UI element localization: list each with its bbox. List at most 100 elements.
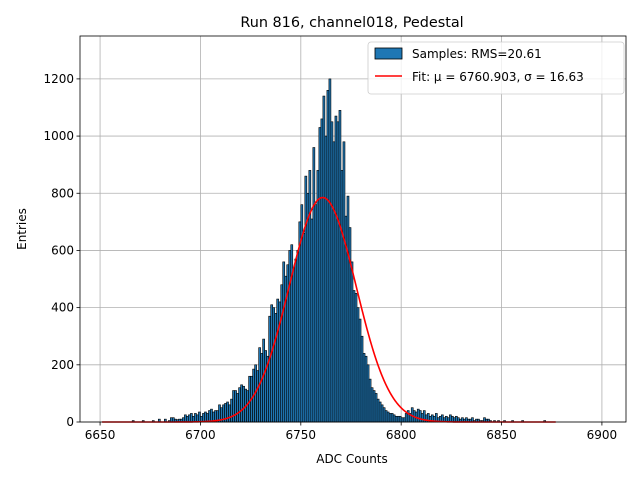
histogram-bar <box>256 370 259 423</box>
histogram-bar <box>360 335 364 423</box>
histogram-bar <box>334 115 338 423</box>
histogram-bar <box>362 353 366 423</box>
histogram-bar <box>306 192 310 423</box>
histogram-bar <box>242 385 245 423</box>
histogram-bar <box>350 261 354 423</box>
histogram-bar <box>188 414 191 423</box>
histogram-bar <box>449 414 452 423</box>
x-tick-label: 6750 <box>286 428 317 442</box>
histogram-bar <box>358 318 362 423</box>
histogram-bar <box>234 390 237 423</box>
histogram-bar <box>202 413 205 423</box>
histogram-bar <box>330 121 334 423</box>
histogram-bar <box>262 338 265 423</box>
histogram-bar <box>264 350 267 423</box>
chart-title: Run 816, channel018, Pedestal <box>240 15 463 31</box>
histogram-bar <box>400 417 404 423</box>
histogram-bar <box>194 413 197 423</box>
y-tick-label: 800 <box>51 186 74 200</box>
histogram-bar <box>364 355 368 423</box>
x-axis-label: ADC Counts <box>316 452 388 466</box>
histogram-bar <box>308 170 312 423</box>
histogram-bar <box>402 417 406 423</box>
legend: Samples: RMS=20.61 Fit: μ = 6760.903, σ … <box>367 41 625 95</box>
histogram-bar <box>392 414 396 423</box>
y-tick-label: 0 <box>66 415 74 429</box>
histogram-bar <box>368 378 372 423</box>
histogram-bar <box>352 290 356 423</box>
histogram-bar <box>366 364 370 423</box>
histogram-bar <box>324 135 328 423</box>
histogram-bar <box>280 284 284 423</box>
histogram-bar <box>302 232 306 423</box>
histogram-bar <box>230 398 233 423</box>
x-tick-label: 6700 <box>185 428 216 442</box>
y-axis-ticks: 0 200 400 600 800 1000 1200 <box>43 72 80 429</box>
histogram-bar <box>238 387 241 423</box>
y-tick-label: 200 <box>51 358 74 372</box>
histogram-bar <box>236 393 239 423</box>
legend-label-fit: Fit: μ = 6760.903, σ = 16.63 <box>412 70 584 84</box>
histogram-bar <box>388 413 392 423</box>
histogram-bar <box>336 121 340 423</box>
histogram-bar <box>314 204 318 423</box>
x-axis-ticks: 6650 6700 6750 6800 6850 6900 <box>85 422 617 442</box>
histogram-bar <box>318 127 322 423</box>
histogram-bar <box>296 250 300 423</box>
histogram-bar <box>380 404 384 423</box>
histogram-bar <box>184 414 187 423</box>
x-tick-label: 6800 <box>386 428 417 442</box>
histogram-bar <box>196 414 199 423</box>
histogram-bar <box>384 410 388 423</box>
histogram-bar <box>338 110 342 423</box>
histogram-bar <box>190 413 193 423</box>
histogram-bar <box>274 313 278 423</box>
histogram-bar <box>378 401 382 423</box>
histogram-bar <box>268 315 271 423</box>
legend-box <box>367 41 625 95</box>
histogram-bar <box>292 267 296 423</box>
y-axis-label: Entries <box>15 208 29 250</box>
histogram-bar <box>228 404 231 423</box>
y-tick-label: 1000 <box>43 129 74 143</box>
histogram-bar <box>340 170 344 423</box>
histogram-bar <box>294 258 298 423</box>
histogram-bar <box>272 307 276 423</box>
histogram-bar <box>404 413 408 423</box>
histogram-bar <box>370 387 374 423</box>
histogram-bar <box>342 141 346 423</box>
histogram-bar <box>246 390 249 423</box>
histogram-bar <box>298 221 302 423</box>
histogram-bar <box>376 398 380 423</box>
y-tick-label: 1200 <box>43 72 74 86</box>
histogram-bar <box>320 118 324 423</box>
histogram-bar <box>316 170 320 423</box>
histogram-bar <box>356 307 360 423</box>
histogram-bar <box>260 353 263 423</box>
histogram-bar <box>210 408 213 423</box>
histogram-bar <box>276 298 280 423</box>
x-tick-label: 6900 <box>587 428 618 442</box>
histogram-bar <box>332 141 336 423</box>
histogram-bar <box>232 390 235 423</box>
histogram-bar <box>354 293 358 423</box>
histogram-bar <box>386 411 390 423</box>
histogram-bar <box>382 407 386 423</box>
histogram-bar <box>282 261 286 423</box>
histogram-bar <box>398 415 402 423</box>
legend-swatch-samples <box>374 47 403 60</box>
histogram-bar <box>418 410 422 423</box>
histogram-bar <box>240 384 243 423</box>
plot-frame <box>79 35 627 423</box>
histogram-bar <box>304 175 308 423</box>
legend-label-samples: Samples: RMS=20.61 <box>412 47 542 61</box>
y-tick-label: 400 <box>51 301 74 315</box>
x-tick-label: 6850 <box>486 428 517 442</box>
y-tick-label: 600 <box>51 243 74 257</box>
histogram-bar <box>270 304 274 423</box>
histogram-bar <box>310 218 314 423</box>
histogram-bar <box>374 393 378 423</box>
histogram-bar <box>346 195 350 423</box>
